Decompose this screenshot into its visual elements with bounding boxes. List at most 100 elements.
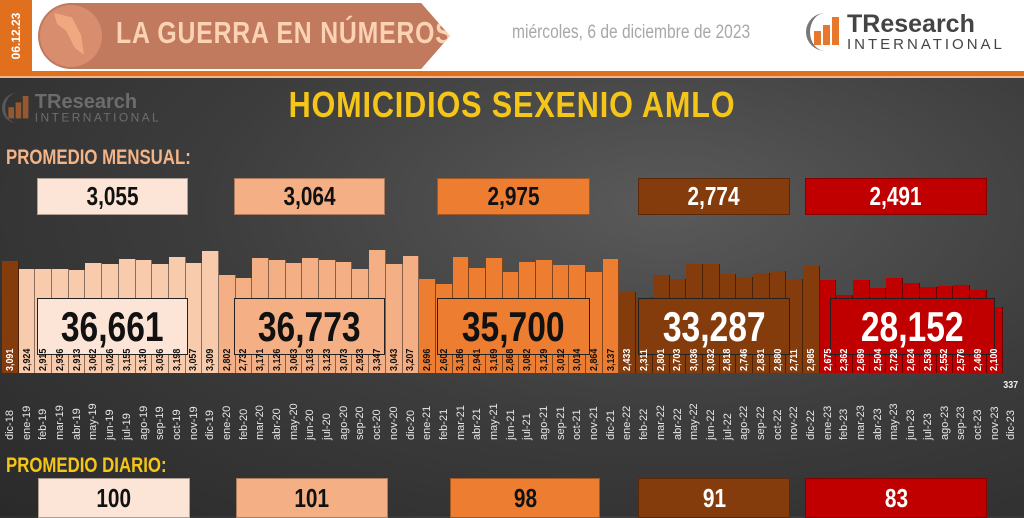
bar-value-label: 3,063 xyxy=(287,348,300,371)
daily-avg-box-value: 98 xyxy=(513,482,537,513)
bar-value-label: 2,711 xyxy=(788,349,801,371)
month-label: mar-22 xyxy=(654,405,667,440)
month-tick: mar-23 xyxy=(853,378,869,440)
month-tick: dic-18 xyxy=(2,378,18,440)
bar-value-label: 3,126 xyxy=(270,348,283,371)
month-label: nov-19 xyxy=(187,406,200,440)
bar-value-label: 2,831 xyxy=(754,348,767,371)
annual-total-box-value: 36,661 xyxy=(61,302,164,350)
daily-avg-box-value: 91 xyxy=(702,482,726,513)
month-tick: ene-22 xyxy=(619,378,635,440)
bar-value-label: 3,347 xyxy=(370,348,383,371)
month-tick: mar-19 xyxy=(52,378,68,440)
bar-value-label: 3,169 xyxy=(487,348,500,371)
monthly-avg-box-value: 2,774 xyxy=(687,181,741,211)
bar-value-label: 3,123 xyxy=(320,348,333,371)
monthly-avg-label: PROMEDIO MENSUAL: xyxy=(6,146,191,169)
month-label: feb-20 xyxy=(237,408,250,440)
monthly-avg-box-value: 2,975 xyxy=(487,181,540,211)
daily-avg-label: PROMEDIO DIARIO: xyxy=(6,454,167,477)
chart-logo-icon xyxy=(2,92,32,124)
month-label: mar-20 xyxy=(254,405,267,440)
bar-value-label: 3,082 xyxy=(521,348,534,371)
daily-avg-box: 100 xyxy=(38,478,190,518)
month-tick: feb-19 xyxy=(35,378,51,440)
monthly-avg-box-value: 2,491 xyxy=(869,181,923,211)
bar-dic-19: 3,309 xyxy=(202,251,219,373)
bar-dic-20: 3,207 xyxy=(402,256,420,373)
month-label: abr-21 xyxy=(471,408,484,440)
month-tick: jul-21 xyxy=(519,378,535,440)
daily-avg-box: 98 xyxy=(450,478,600,518)
bar-value-label: 2,868 xyxy=(504,348,517,371)
bar-value-label: 2,362 xyxy=(838,348,851,371)
month-label: abr-22 xyxy=(671,408,684,440)
monthly-avg-box: 2,975 xyxy=(437,178,590,215)
month-label: oct-22 xyxy=(771,409,784,440)
month-tick: ago-21 xyxy=(536,378,552,440)
month-tick: may-22 xyxy=(686,378,702,440)
month-label: abr-20 xyxy=(271,408,284,440)
bar-value-label: 3,032 xyxy=(704,348,717,371)
bar-value-label: 2,624 xyxy=(905,348,918,371)
month-label: feb-23 xyxy=(838,408,851,440)
watermark-sub: INTERNATIONAL xyxy=(34,111,162,125)
month-label: jun-20 xyxy=(304,409,317,440)
month-label: mar-19 xyxy=(54,405,67,440)
month-label: ago-20 xyxy=(337,405,350,440)
month-tick: nov-20 xyxy=(386,378,402,440)
month-tick: ene-21 xyxy=(419,378,435,440)
daily-avg-box: 83 xyxy=(805,478,987,518)
month-label: ene-21 xyxy=(421,405,434,440)
title-banner: LA GUERRA EN NÚMEROS xyxy=(38,3,450,69)
month-label: ago-23 xyxy=(938,405,951,440)
month-label: abr-19 xyxy=(70,408,83,440)
bar-value-label: 3,091 xyxy=(3,348,16,371)
month-tick: jul-20 xyxy=(319,378,335,440)
month-tick: abr-22 xyxy=(670,378,686,440)
month-label: feb-21 xyxy=(437,408,450,440)
month-tick: nov-19 xyxy=(186,378,202,440)
bar-value-label: 2,923 xyxy=(354,348,367,371)
month-label: nov-23 xyxy=(988,406,1001,440)
annual-total-box-value: 35,700 xyxy=(462,302,565,350)
month-label: ago-22 xyxy=(738,405,751,440)
chart-logo-icon xyxy=(806,13,844,51)
month-tick: abr-21 xyxy=(469,378,485,440)
bar-nov-21: 2,864 xyxy=(586,271,603,373)
month-label: jul-23 xyxy=(921,413,934,440)
month-tick: sep-23 xyxy=(953,378,969,440)
bar-value-label: 2,536 xyxy=(921,348,934,371)
month-tick: jun-22 xyxy=(703,378,719,440)
bar-value-label: 3,062 xyxy=(87,348,100,371)
bar-value-label: 3,026 xyxy=(103,348,116,371)
month-label: ene-19 xyxy=(20,405,33,440)
month-label: oct-23 xyxy=(971,409,984,440)
month-tick: nov-23 xyxy=(987,378,1003,440)
daily-avg-box-value: 83 xyxy=(884,482,908,513)
month-label: oct-19 xyxy=(170,409,183,440)
month-label: ago-21 xyxy=(538,405,551,440)
month-tick: ago-20 xyxy=(336,378,352,440)
month-label: jul-21 xyxy=(521,413,534,440)
bar-dic-22: 2,985 xyxy=(803,266,820,373)
month-tick: feb-20 xyxy=(236,378,252,440)
annual-total-box-value: 33,287 xyxy=(662,302,766,350)
month-label: dic-18 xyxy=(4,410,16,440)
date-text: miércoles, 6 de diciembre de 2023 xyxy=(512,22,751,43)
bar-value-label: 3,036 xyxy=(688,348,701,371)
bar-value-label: 2,913 xyxy=(70,348,83,371)
annual-total-box: 36,773 xyxy=(234,298,385,355)
bar-value-label: 2,746 xyxy=(738,348,751,371)
header-divider xyxy=(0,71,1024,78)
month-label: jun-19 xyxy=(104,409,117,440)
month-tick: oct-19 xyxy=(169,378,185,440)
month-tick: dic-22 xyxy=(803,378,819,440)
bar-value-label: 2,311 xyxy=(638,349,650,371)
month-tick: ene-20 xyxy=(219,378,235,440)
month-tick: may-23 xyxy=(886,378,902,440)
bar-value-label: 337 xyxy=(1002,379,1018,391)
month-label: dic-22 xyxy=(805,410,818,440)
month-label: feb-22 xyxy=(638,408,651,440)
